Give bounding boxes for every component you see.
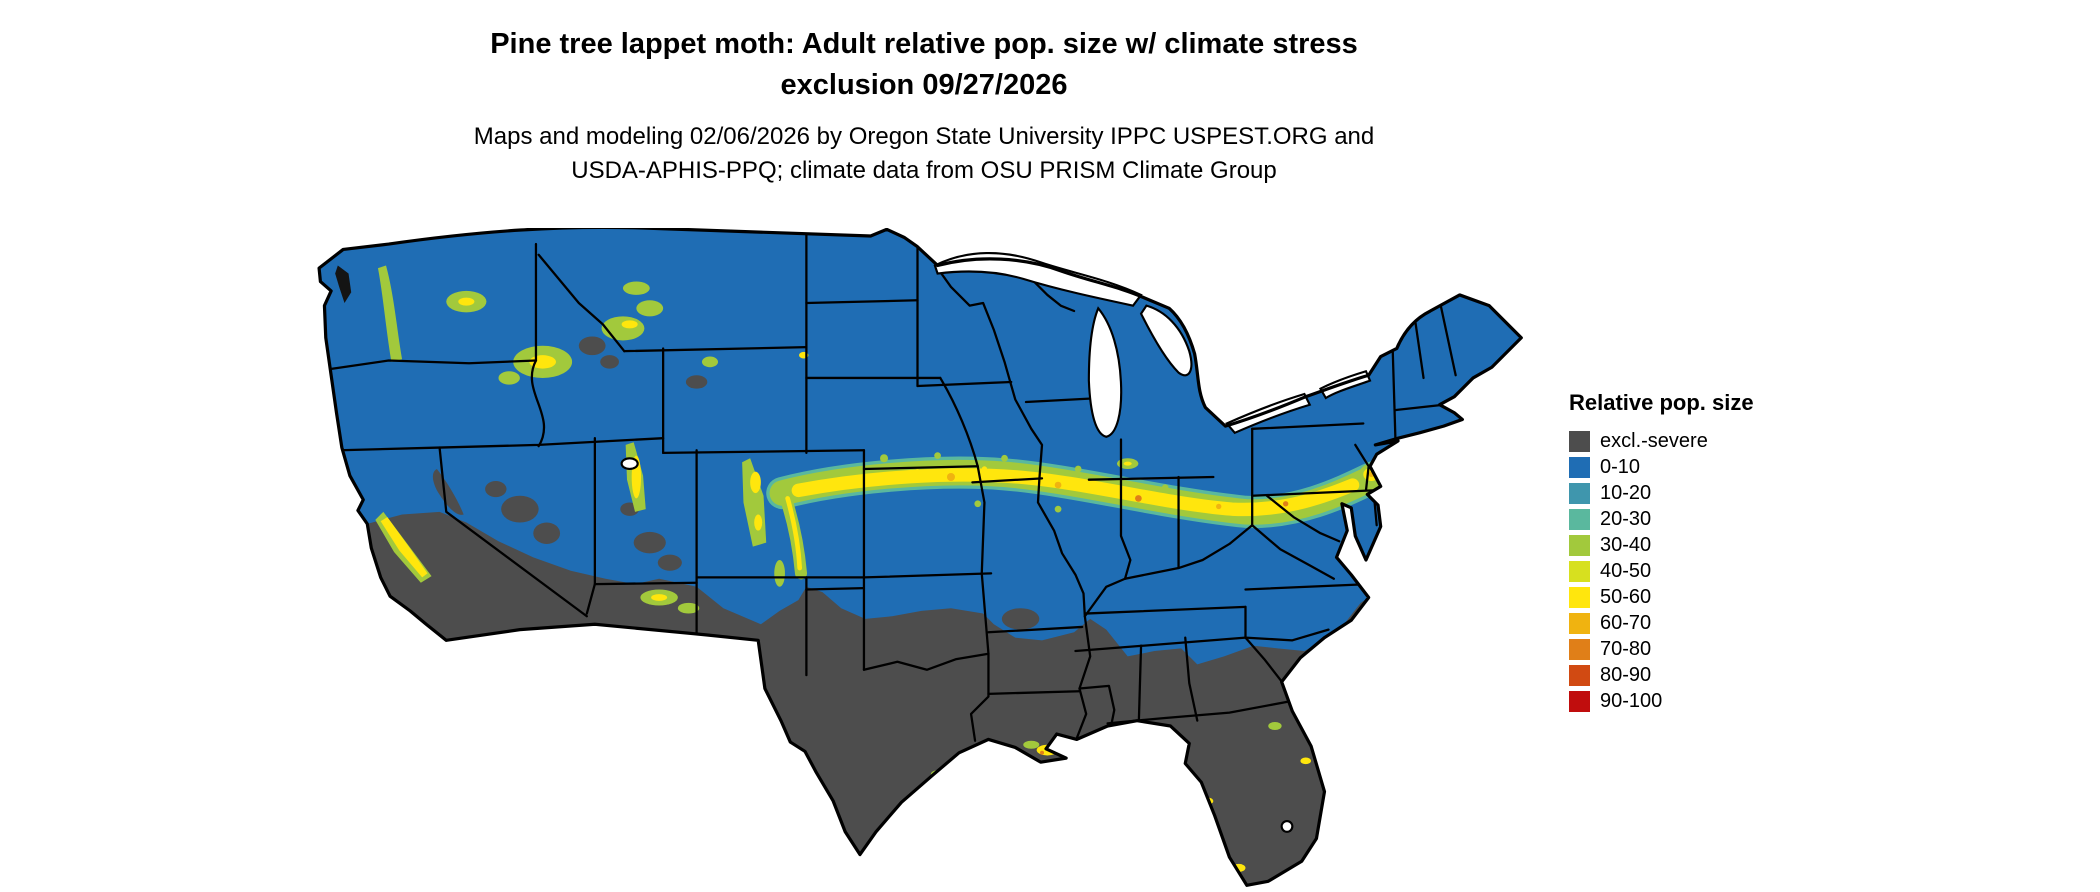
legend-item: 0-10 <box>1569 454 1869 480</box>
figure-title: Pine tree lappet moth: Adult relative po… <box>308 24 1540 106</box>
legend-label: excl.-severe <box>1600 429 1708 452</box>
legend-swatch <box>1569 664 1590 686</box>
great-salt-lake <box>620 457 639 471</box>
legend-item: 60-70 <box>1569 610 1869 636</box>
legend-swatch <box>1569 612 1590 634</box>
legend-item: 20-30 <box>1569 506 1869 532</box>
lake-michigan <box>1087 306 1123 438</box>
title-line-1: Pine tree lappet moth: Adult relative po… <box>490 28 1358 60</box>
legend-swatch <box>1569 508 1590 530</box>
legend-swatch <box>1569 482 1590 504</box>
legend-item: 30-40 <box>1569 532 1869 558</box>
legend-items: excl.-severe 0-10 10-20 20-30 30-40 40-50 50-6… <box>1569 428 1869 714</box>
puget-sound <box>335 265 352 303</box>
legend-swatch <box>1569 456 1590 478</box>
legend-label: 50-60 <box>1600 585 1652 608</box>
legend-title: Relative pop. size <box>1569 390 1754 415</box>
legend-swatch <box>1569 534 1590 556</box>
state-borders <box>323 232 1457 742</box>
subtitle-line-1: Maps and modeling 02/06/2026 by Oregon S… <box>473 123 1375 150</box>
legend-swatch <box>1569 586 1590 608</box>
legend-swatch <box>1569 638 1590 660</box>
legend-label: 30-40 <box>1600 533 1652 556</box>
national-outline <box>317 225 1523 887</box>
legend-item: 40-50 <box>1569 558 1869 584</box>
title-line-2: exclusion 09/27/2026 <box>780 69 1068 101</box>
lake-superior <box>933 252 1143 307</box>
us-map-container <box>308 225 1527 888</box>
legend-swatch <box>1569 560 1590 582</box>
legend-label: 0-10 <box>1600 455 1641 478</box>
lake-huron <box>1139 304 1193 377</box>
legend-label: 70-80 <box>1600 637 1652 660</box>
legend-item: 50-60 <box>1569 584 1869 610</box>
figure-subtitle: Maps and modeling 02/06/2026 by Oregon S… <box>308 120 1540 188</box>
legend-label: 10-20 <box>1600 481 1652 504</box>
map-population-band <box>766 452 1391 580</box>
map-legend: Relative pop. size excl.-severe 0-10 10-20… <box>1569 390 1869 714</box>
legend-item: 80-90 <box>1569 662 1869 688</box>
us-map <box>317 225 1523 887</box>
legend-swatch <box>1569 690 1590 712</box>
legend-label: 60-70 <box>1600 611 1652 634</box>
legend-label: 40-50 <box>1600 559 1652 582</box>
legend-swatch <box>1569 430 1590 452</box>
legend-label: 20-30 <box>1600 507 1652 530</box>
legend-item: excl.-severe <box>1569 428 1869 454</box>
legend-label: 90-100 <box>1600 689 1663 712</box>
legend-item: 10-20 <box>1569 480 1869 506</box>
legend-label: 80-90 <box>1600 663 1652 686</box>
legend-item: 90-100 <box>1569 688 1869 714</box>
figure-header: Pine tree lappet moth: Adult relative po… <box>308 24 1540 188</box>
legend-item: 70-80 <box>1569 636 1869 662</box>
subtitle-line-2: USDA-APHIS-PPQ; climate data from OSU PR… <box>571 157 1277 184</box>
lake-okeechobee <box>1280 819 1294 833</box>
